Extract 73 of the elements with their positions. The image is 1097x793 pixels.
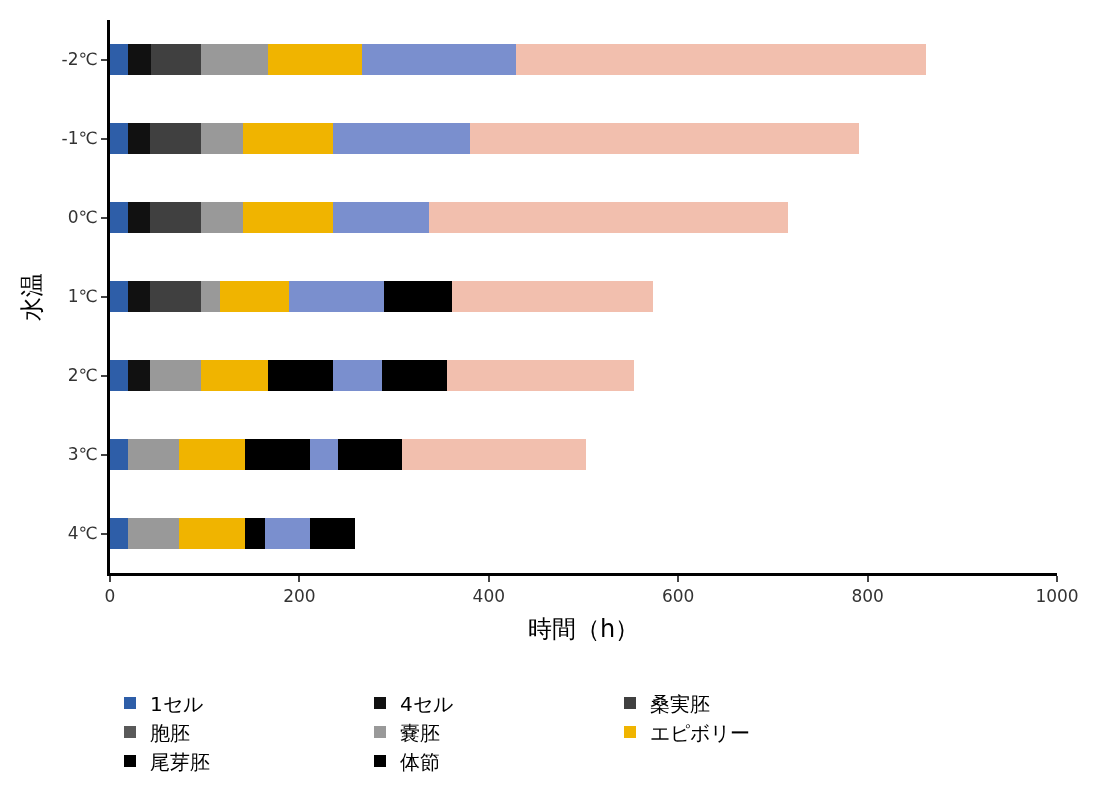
bar — [200, 43, 269, 76]
bar — [429, 201, 789, 234]
bar — [179, 438, 246, 471]
bar — [309, 517, 356, 550]
y-axis-title: 水温 — [17, 272, 46, 321]
bar — [401, 438, 587, 471]
bar — [516, 43, 927, 76]
bar — [110, 438, 128, 471]
bar — [451, 280, 653, 313]
bar — [268, 43, 362, 76]
bar — [381, 359, 448, 392]
bar — [127, 359, 150, 392]
y-tick-label: 3℃ — [67, 444, 98, 465]
bar — [149, 122, 201, 155]
x-tick-label: 200 — [283, 586, 316, 607]
bar — [149, 201, 201, 234]
bar — [242, 122, 333, 155]
bar — [245, 438, 310, 471]
bar — [110, 43, 128, 76]
legend-label: 1セル — [150, 691, 203, 716]
legend-label: 桑実胚 — [650, 691, 710, 716]
bar — [179, 517, 246, 550]
bar — [150, 43, 201, 76]
x-tick-label: 400 — [472, 586, 506, 607]
bar — [447, 359, 634, 392]
bar — [127, 280, 150, 313]
bar — [127, 43, 151, 76]
bar — [332, 359, 382, 392]
x-tick-label: 600 — [661, 586, 695, 607]
bar — [110, 517, 128, 550]
x-axis-title: 時間（h） — [527, 614, 640, 643]
bar — [383, 280, 452, 313]
bar — [361, 43, 517, 76]
x-tick-label: 1000 — [1035, 586, 1079, 607]
bar — [469, 122, 860, 155]
bar — [242, 201, 333, 234]
legend-label: 尾芽胚 — [150, 749, 210, 774]
bar — [219, 280, 289, 313]
bar — [265, 517, 310, 550]
bar — [268, 359, 333, 392]
bar — [110, 122, 128, 155]
bar — [309, 438, 339, 471]
bar — [149, 280, 201, 313]
y-tick-label: -1℃ — [61, 128, 98, 149]
bar — [149, 359, 201, 392]
legend-label: 胞胚 — [150, 720, 190, 745]
bar — [110, 201, 128, 234]
bar — [110, 280, 128, 313]
legend-label: 体節 — [400, 749, 440, 774]
bar — [127, 438, 180, 471]
bar — [127, 201, 150, 234]
legend-label: エピボリー — [650, 720, 750, 745]
bar — [110, 359, 128, 392]
y-tick-label: 2℃ — [67, 365, 98, 386]
bar — [338, 438, 402, 471]
bar — [200, 201, 243, 234]
bar — [200, 359, 269, 392]
y-tick-label: -2℃ — [61, 49, 98, 70]
x-tick-label: 0 — [104, 586, 116, 607]
y-tick-label: 1℃ — [67, 286, 98, 307]
bar — [245, 517, 266, 550]
bar — [200, 122, 243, 155]
legend-label: 4セル — [400, 691, 453, 716]
bar — [127, 517, 180, 550]
bar — [332, 122, 470, 155]
y-tick-label: 4℃ — [67, 523, 98, 544]
bar — [288, 280, 384, 313]
bar — [127, 122, 150, 155]
y-tick-label: 0℃ — [67, 207, 98, 228]
legend-label: 嚢胚 — [400, 720, 440, 745]
x-tick-label: 800 — [851, 586, 884, 607]
bar — [332, 201, 430, 234]
bar — [200, 280, 220, 313]
